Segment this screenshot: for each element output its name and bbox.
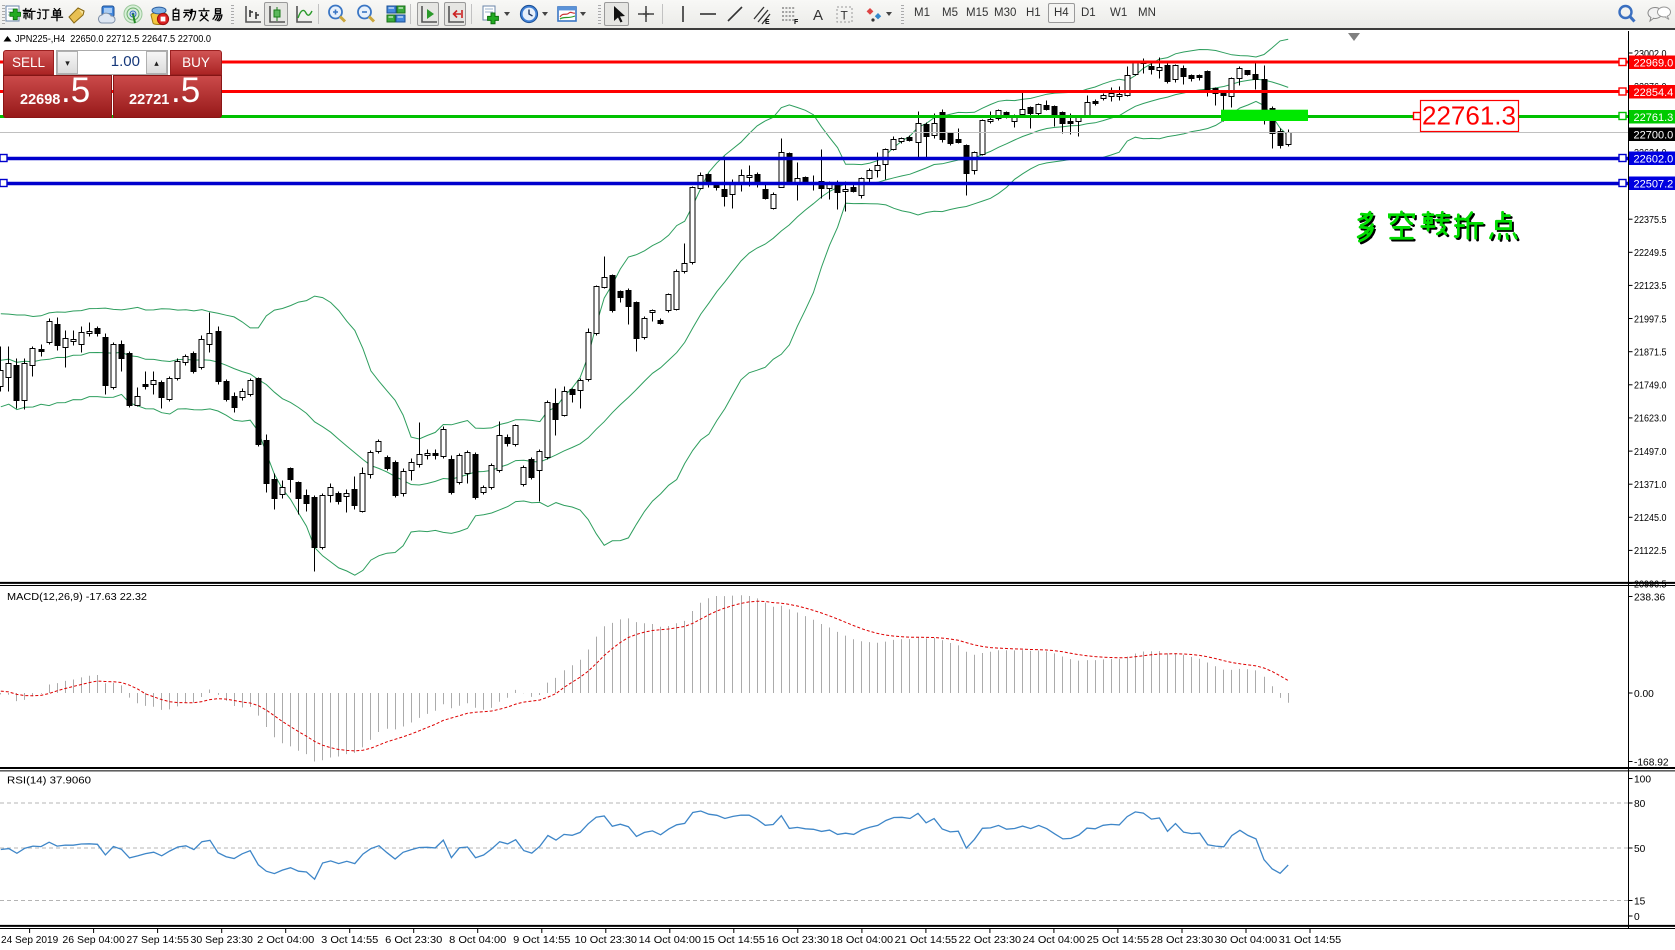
svg-text:22249.5: 22249.5 <box>1634 248 1667 259</box>
svg-text:30 Oct 04:00: 30 Oct 04:00 <box>1215 934 1278 946</box>
svg-text:50: 50 <box>1634 844 1646 855</box>
svg-text:T: T <box>841 9 849 23</box>
svg-text:21245.0: 21245.0 <box>1634 513 1667 524</box>
svg-text:2 Oct 04:00: 2 Oct 04:00 <box>257 934 314 946</box>
svg-text:25 Oct 14:55: 25 Oct 14:55 <box>1087 934 1150 946</box>
svg-text:0: 0 <box>1634 912 1640 923</box>
svg-text:0.00: 0.00 <box>1634 689 1654 700</box>
svg-text:RSI(14) 37.9060: RSI(14) 37.9060 <box>7 776 91 787</box>
svg-text:10 Oct 23:30: 10 Oct 23:30 <box>575 934 638 946</box>
svg-text:28 Oct 23:30: 28 Oct 23:30 <box>1151 934 1214 946</box>
svg-text:15: 15 <box>1634 896 1646 907</box>
svg-text:80: 80 <box>1634 799 1646 810</box>
svg-text:21 Oct 14:55: 21 Oct 14:55 <box>895 934 958 946</box>
svg-text:22761.3: 22761.3 <box>1422 101 1516 131</box>
svg-text:23002.0: 23002.0 <box>1634 49 1667 60</box>
svg-text:22602.0: 22602.0 <box>1634 154 1674 166</box>
svg-text:27 Sep 14:55: 27 Sep 14:55 <box>126 934 189 946</box>
svg-text:A: A <box>813 7 823 24</box>
svg-text:22507.2: 22507.2 <box>1634 179 1674 191</box>
svg-text:9 Oct 14:55: 9 Oct 14:55 <box>513 934 570 946</box>
svg-text:20996.5: 20996.5 <box>1634 579 1667 590</box>
svg-text:30 Sep 23:30: 30 Sep 23:30 <box>191 934 254 946</box>
svg-text:JPN225-,H4 22650.0 22712.5 22: JPN225-,H4 22650.0 22712.5 22647.5 22700… <box>15 34 212 45</box>
svg-text:21497.0: 21497.0 <box>1634 447 1667 458</box>
svg-text:21997.5: 21997.5 <box>1634 314 1667 325</box>
svg-text:MACD(12,26,9) -17.63 22.32: MACD(12,26,9) -17.63 22.32 <box>7 592 147 603</box>
svg-text:22854.4: 22854.4 <box>1634 87 1674 99</box>
svg-text:24 Oct 04:00: 24 Oct 04:00 <box>1023 934 1086 946</box>
svg-text:24 Sep 2019: 24 Sep 2019 <box>1 934 58 946</box>
svg-text:22123.5: 22123.5 <box>1634 281 1667 292</box>
svg-text:8 Oct 04:00: 8 Oct 04:00 <box>449 934 506 946</box>
svg-text:-168.92: -168.92 <box>1634 757 1669 768</box>
svg-text:21122.5: 21122.5 <box>1634 546 1667 557</box>
svg-text:18 Oct 04:00: 18 Oct 04:00 <box>831 934 894 946</box>
svg-text:22761.3: 22761.3 <box>1634 112 1674 124</box>
svg-text:22 Oct 23:30: 22 Oct 23:30 <box>959 934 1022 946</box>
svg-text:100: 100 <box>1634 774 1651 785</box>
svg-text:F: F <box>794 19 799 26</box>
svg-text:22700.0: 22700.0 <box>1634 130 1674 142</box>
svg-text:31 Oct 14:55: 31 Oct 14:55 <box>1279 934 1342 946</box>
svg-text:21371.0: 21371.0 <box>1634 480 1667 491</box>
svg-text:26 Sep 04:00: 26 Sep 04:00 <box>62 934 125 946</box>
svg-text:E: E <box>765 19 770 26</box>
svg-text:22969.0: 22969.0 <box>1634 58 1674 70</box>
svg-text:21623.0: 21623.0 <box>1634 414 1667 425</box>
svg-text:21871.5: 21871.5 <box>1634 348 1667 359</box>
svg-text:6 Oct 23:30: 6 Oct 23:30 <box>385 934 442 946</box>
svg-text:16 Oct 23:30: 16 Oct 23:30 <box>767 934 830 946</box>
svg-text:3 Oct 14:55: 3 Oct 14:55 <box>321 934 378 946</box>
svg-text:22375.5: 22375.5 <box>1634 215 1667 226</box>
svg-text:15 Oct 14:55: 15 Oct 14:55 <box>703 934 766 946</box>
svg-text:238.36: 238.36 <box>1634 592 1665 603</box>
svg-text:14 Oct 04:00: 14 Oct 04:00 <box>639 934 702 946</box>
svg-text:21749.0: 21749.0 <box>1634 381 1667 392</box>
